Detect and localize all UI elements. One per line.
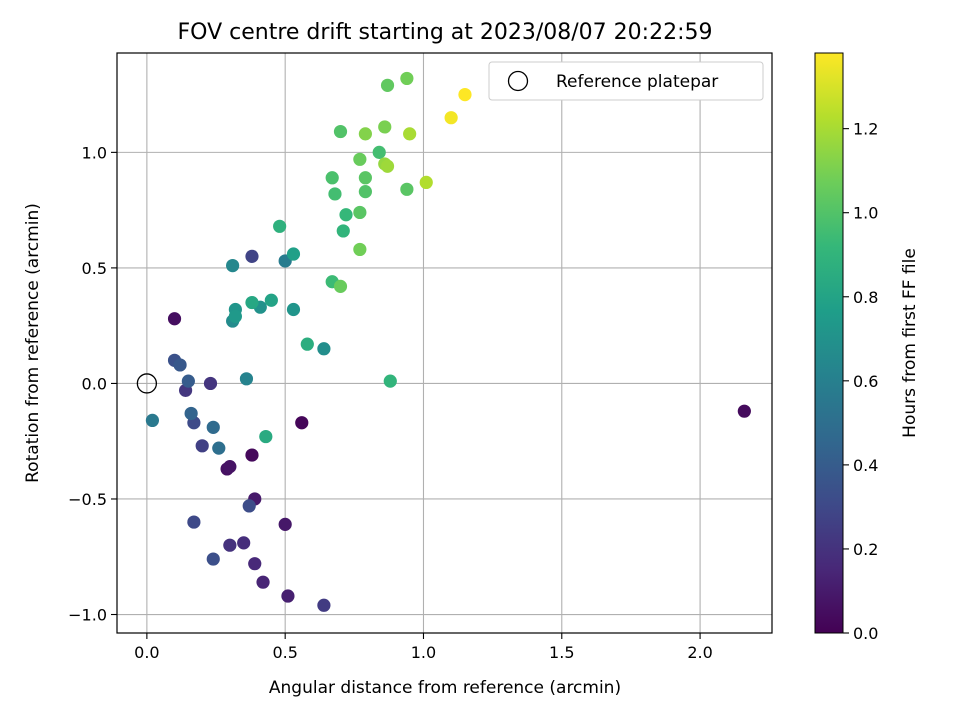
colorbar-ticks: 0.0 0.2 0.4 0.6 0.8 1.0 1.2 bbox=[843, 120, 878, 643]
data-point bbox=[237, 536, 251, 550]
data-point bbox=[206, 552, 220, 566]
data-point bbox=[353, 152, 367, 166]
data-point bbox=[378, 120, 392, 134]
y-axis-label: Rotation from reference (arcmin) bbox=[23, 203, 43, 483]
colorbar-tick-label: 1.2 bbox=[853, 120, 878, 139]
data-point bbox=[286, 302, 301, 317]
data-point bbox=[380, 159, 395, 173]
y-tick-label: −0.5 bbox=[68, 490, 107, 509]
y-tick-label: −1.0 bbox=[68, 606, 107, 625]
data-point bbox=[358, 171, 372, 185]
data-point bbox=[400, 71, 414, 86]
data-point bbox=[286, 247, 301, 261]
data-point bbox=[245, 249, 259, 263]
data-point bbox=[333, 279, 348, 293]
data-point bbox=[336, 224, 350, 238]
data-point bbox=[259, 429, 273, 444]
data-point bbox=[400, 182, 414, 196]
data-points bbox=[136, 71, 751, 612]
y-tick-label: 0.0 bbox=[82, 374, 107, 393]
data-point bbox=[228, 309, 242, 324]
data-point bbox=[223, 460, 237, 474]
colorbar-label: Hours from first FF file bbox=[900, 248, 920, 438]
data-point bbox=[419, 175, 433, 190]
data-point bbox=[358, 185, 372, 199]
data-point bbox=[295, 416, 309, 430]
data-point bbox=[737, 404, 751, 418]
y-tick-label: 1.0 bbox=[82, 143, 107, 162]
data-point bbox=[328, 187, 342, 201]
data-point bbox=[242, 499, 256, 513]
legend-marker bbox=[507, 70, 529, 92]
data-point bbox=[444, 111, 458, 125]
data-point bbox=[458, 87, 472, 102]
y-axis-ticks: −1.0 −0.5 0.0 0.5 1.0 bbox=[68, 143, 117, 625]
chart-title: FOV centre drift starting at 2023/08/07 … bbox=[178, 20, 713, 45]
data-point bbox=[317, 598, 331, 612]
data-point bbox=[195, 439, 209, 453]
data-point bbox=[145, 413, 160, 428]
grid-lines bbox=[117, 53, 772, 633]
data-point bbox=[184, 406, 198, 421]
x-tick-label: 0.5 bbox=[272, 643, 297, 662]
data-point bbox=[300, 337, 314, 351]
data-point bbox=[372, 145, 386, 159]
colorbar: 0.0 0.2 0.4 0.6 0.8 1.0 1.2 Hours from first F… bbox=[814, 52, 920, 643]
data-point bbox=[167, 312, 182, 326]
data-point bbox=[353, 205, 367, 220]
colorbar-tick-label: 0.2 bbox=[853, 540, 878, 559]
data-point bbox=[245, 295, 259, 310]
x-tick-label: 0.0 bbox=[134, 643, 159, 662]
colorbar-tick-label: 0.4 bbox=[853, 456, 878, 475]
x-axis-label: Angular distance from reference (arcmin) bbox=[269, 678, 621, 698]
data-point bbox=[187, 515, 201, 529]
data-point bbox=[212, 441, 226, 455]
data-point bbox=[383, 374, 397, 388]
x-tick-label: 1.5 bbox=[549, 643, 574, 662]
data-point bbox=[380, 78, 395, 92]
data-point bbox=[281, 589, 295, 603]
colorbar-tick-label: 0.6 bbox=[853, 372, 878, 391]
data-point bbox=[358, 127, 372, 141]
data-point bbox=[403, 127, 417, 141]
data-point bbox=[333, 124, 348, 139]
y-tick-label: 0.5 bbox=[82, 259, 107, 278]
data-point bbox=[203, 376, 218, 391]
x-tick-label: 2.0 bbox=[687, 643, 712, 662]
data-point bbox=[248, 557, 262, 571]
colorbar-gradient bbox=[814, 52, 844, 634]
data-point bbox=[325, 171, 339, 185]
data-point bbox=[173, 358, 187, 372]
x-axis-ticks: 0.0 0.5 1.0 1.5 2.0 bbox=[134, 633, 713, 662]
data-point bbox=[245, 448, 259, 462]
data-point bbox=[256, 575, 270, 589]
reference-point-marker bbox=[136, 373, 158, 394]
data-point bbox=[264, 293, 278, 307]
data-point bbox=[353, 242, 367, 257]
data-point bbox=[273, 219, 287, 233]
data-point bbox=[317, 342, 331, 356]
colorbar-tick-label: 0.8 bbox=[853, 288, 878, 307]
data-point bbox=[226, 258, 240, 273]
legend-entry-label: Reference platepar bbox=[556, 72, 718, 92]
data-point bbox=[278, 517, 292, 531]
data-point bbox=[339, 208, 353, 222]
legend-box bbox=[488, 61, 764, 101]
x-tick-label: 1.0 bbox=[411, 643, 436, 662]
colorbar-tick-label: 1.0 bbox=[853, 204, 878, 223]
plot-area-frame bbox=[116, 52, 773, 634]
data-point bbox=[239, 372, 254, 386]
data-point bbox=[223, 538, 237, 552]
data-point bbox=[206, 420, 220, 434]
legend: Reference platepar bbox=[488, 61, 764, 101]
data-point bbox=[181, 374, 195, 388]
colorbar-tick-label: 0.0 bbox=[853, 624, 878, 643]
